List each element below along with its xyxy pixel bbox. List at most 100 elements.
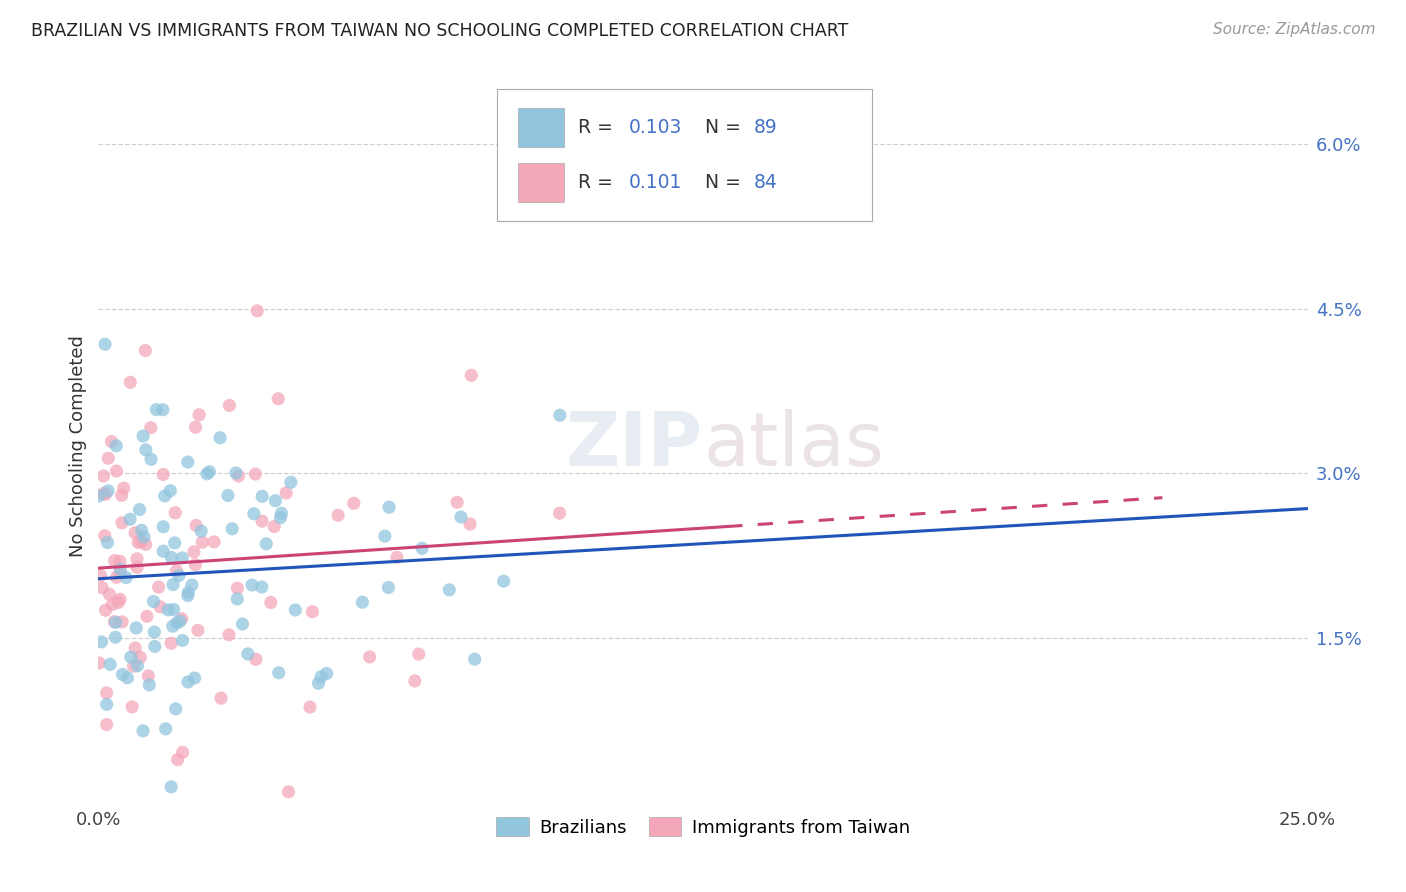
Point [548, 409, 571, 423]
Point [343, 496, 366, 510]
Point [170, 612, 193, 626]
Point [162, 619, 184, 633]
Point [187, 624, 209, 638]
Point [96, 535, 118, 549]
Point [96, 698, 118, 712]
Point [225, 466, 247, 480]
Point [152, 544, 174, 558]
Point [162, 577, 184, 591]
Text: N =: N = [706, 119, 748, 137]
Point [188, 408, 211, 422]
Point [167, 568, 190, 582]
Point [458, 517, 481, 532]
Point [107, 595, 129, 609]
Point [270, 506, 292, 520]
Point [94, 529, 117, 543]
Point [307, 676, 329, 690]
Point [112, 481, 135, 495]
Point [104, 630, 127, 644]
Point [378, 500, 401, 515]
Legend: Brazilians, Immigrants from Taiwan: Brazilians, Immigrants from Taiwan [489, 810, 917, 844]
Point [111, 516, 134, 530]
Point [309, 670, 332, 684]
Point [120, 650, 142, 665]
Point [404, 673, 426, 688]
Point [177, 589, 200, 603]
Text: 0.101: 0.101 [630, 173, 683, 192]
Point [374, 529, 396, 543]
Point [250, 514, 273, 528]
Point [138, 669, 160, 683]
Point [97, 483, 120, 498]
Point [163, 536, 186, 550]
Point [276, 486, 298, 500]
Point [408, 647, 430, 661]
Point [96, 686, 118, 700]
Point [181, 578, 204, 592]
Point [135, 442, 157, 457]
Point [145, 402, 167, 417]
Point [191, 535, 214, 549]
Point [157, 603, 180, 617]
Point [105, 570, 128, 584]
Point [125, 551, 148, 566]
Point [217, 489, 239, 503]
Point [108, 554, 131, 568]
Text: BRAZILIAN VS IMMIGRANTS FROM TAIWAN NO SCHOOLING COMPLETED CORRELATION CHART: BRAZILIAN VS IMMIGRANTS FROM TAIWAN NO S… [31, 22, 848, 40]
Point [120, 512, 142, 526]
Point [245, 467, 267, 481]
Point [183, 671, 205, 685]
Point [160, 780, 183, 794]
Point [149, 599, 172, 614]
Point [411, 541, 433, 556]
Point [93, 469, 115, 483]
Point [159, 483, 181, 498]
FancyBboxPatch shape [498, 89, 872, 221]
Point [267, 392, 290, 406]
Point [172, 633, 194, 648]
Point [132, 723, 155, 738]
Point [153, 489, 176, 503]
Point [134, 343, 156, 358]
Point [91, 581, 114, 595]
Point [270, 510, 292, 524]
Bar [517, 163, 564, 202]
Point [166, 564, 188, 578]
Point [165, 506, 187, 520]
Point [439, 582, 461, 597]
Point [90, 568, 112, 582]
Point [177, 455, 200, 469]
Point [264, 493, 287, 508]
Point [246, 303, 269, 318]
Point [446, 495, 468, 509]
Point [298, 700, 321, 714]
Point [124, 525, 146, 540]
Text: N =: N = [706, 173, 748, 192]
Point [148, 580, 170, 594]
Point [101, 598, 124, 612]
Text: 84: 84 [754, 173, 778, 192]
Point [263, 519, 285, 533]
Point [492, 574, 515, 589]
Point [183, 545, 205, 559]
Point [254, 537, 277, 551]
Point [128, 502, 150, 516]
Point [94, 487, 117, 501]
Point [121, 700, 143, 714]
Point [240, 578, 263, 592]
Point [111, 615, 134, 629]
Point [221, 522, 243, 536]
Text: ZIP: ZIP [565, 409, 703, 483]
Point [172, 550, 194, 565]
Point [280, 475, 302, 490]
Point [260, 595, 283, 609]
Point [120, 376, 142, 390]
Point [108, 592, 131, 607]
Point [143, 640, 166, 654]
Point [135, 537, 157, 551]
Point [209, 691, 232, 706]
Point [152, 402, 174, 417]
Point [160, 636, 183, 650]
Text: R =: R = [578, 173, 619, 192]
Point [186, 518, 208, 533]
